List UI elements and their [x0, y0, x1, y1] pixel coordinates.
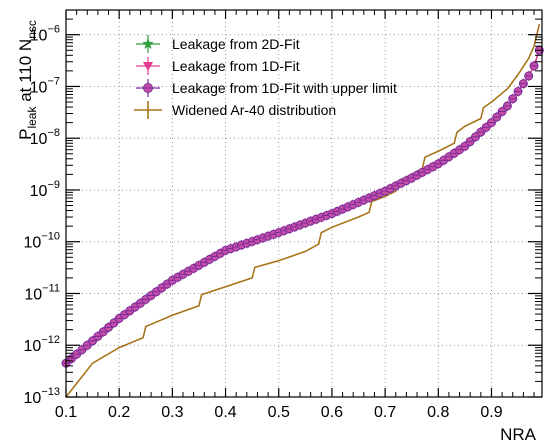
- data-point: [529, 60, 539, 71]
- data-point: [513, 86, 523, 97]
- x-tick-label: 0.1: [55, 404, 77, 421]
- data-point: [497, 106, 507, 117]
- legend-item: Leakage from 2D-Fit: [136, 35, 300, 53]
- x-tick-label: 0.6: [321, 404, 343, 421]
- legend-item: Leakage from 1D-Fit with upper limit: [136, 79, 397, 97]
- legend-label: Leakage from 1D-Fit: [172, 58, 300, 74]
- x-tick-label: 0.9: [480, 404, 502, 421]
- series-line-1dfit: [65, 50, 541, 364]
- data-point: [492, 112, 502, 123]
- y-axis-label-main: P: [16, 129, 35, 140]
- data-point: [486, 117, 496, 128]
- y-axis-label-mid: at 110 N: [16, 39, 35, 107]
- y-tick-label: 10−11: [24, 282, 60, 303]
- series-line-2dfit: [65, 50, 541, 364]
- data-point: [524, 70, 534, 81]
- data-point: [518, 78, 528, 89]
- tick-marks: [65, 9, 542, 398]
- x-axis-label: NRA: [500, 425, 537, 444]
- x-tick-label: 0.7: [374, 404, 396, 421]
- grid: [65, 10, 542, 398]
- y-tick-label: 10−7: [30, 75, 60, 96]
- x-tick-label: 0.4: [214, 404, 236, 421]
- y-tick-label: 10−6: [30, 24, 60, 45]
- data-point: [502, 100, 512, 111]
- plot-frame: [65, 9, 543, 398]
- data-point: [508, 93, 518, 104]
- data-point: [141, 294, 151, 305]
- data-point: [125, 305, 135, 316]
- series-layer: [61, 23, 544, 398]
- y-axis-label-sub1: leak: [25, 106, 39, 129]
- legend-item: Widened Ar-40 distribution: [134, 101, 336, 119]
- y-axis-label: Pleak at 110 Nnsc: [16, 20, 39, 140]
- legend-label: Leakage from 2D-Fit: [172, 36, 300, 52]
- y-axis-label-sub2: nsc: [25, 20, 39, 39]
- y-tick-label: 10−13: [24, 386, 60, 407]
- x-tick-label: 0.5: [268, 404, 290, 421]
- y-tick-label: 10−12: [24, 334, 60, 355]
- y-tick-labels: 10−13 10−12 10−11 10−10 10−9 10−8 10−7 10−6: [24, 24, 60, 407]
- data-point: [162, 279, 172, 290]
- legend-label: Leakage from 1D-Fit with upper limit: [172, 80, 397, 96]
- x-tick-label: 0.2: [108, 404, 130, 421]
- y-tick-label: 10−8: [30, 127, 60, 148]
- y-tick-label: 10−9: [30, 179, 60, 200]
- x-tick-label: 0.8: [427, 404, 449, 421]
- y-tick-label: 10−10: [24, 231, 60, 252]
- x-tick-label: 0.3: [161, 404, 183, 421]
- legend-item: Leakage from 1D-Fit: [136, 57, 300, 75]
- x-tick-labels: 0.1 0.2 0.3 0.4 0.5 0.6 0.7 0.8 0.9: [55, 404, 503, 421]
- legend-label: Widened Ar-40 distribution: [172, 102, 336, 118]
- legend: Leakage from 2D-Fit Leakage from 1D-Fit Le…: [134, 35, 397, 119]
